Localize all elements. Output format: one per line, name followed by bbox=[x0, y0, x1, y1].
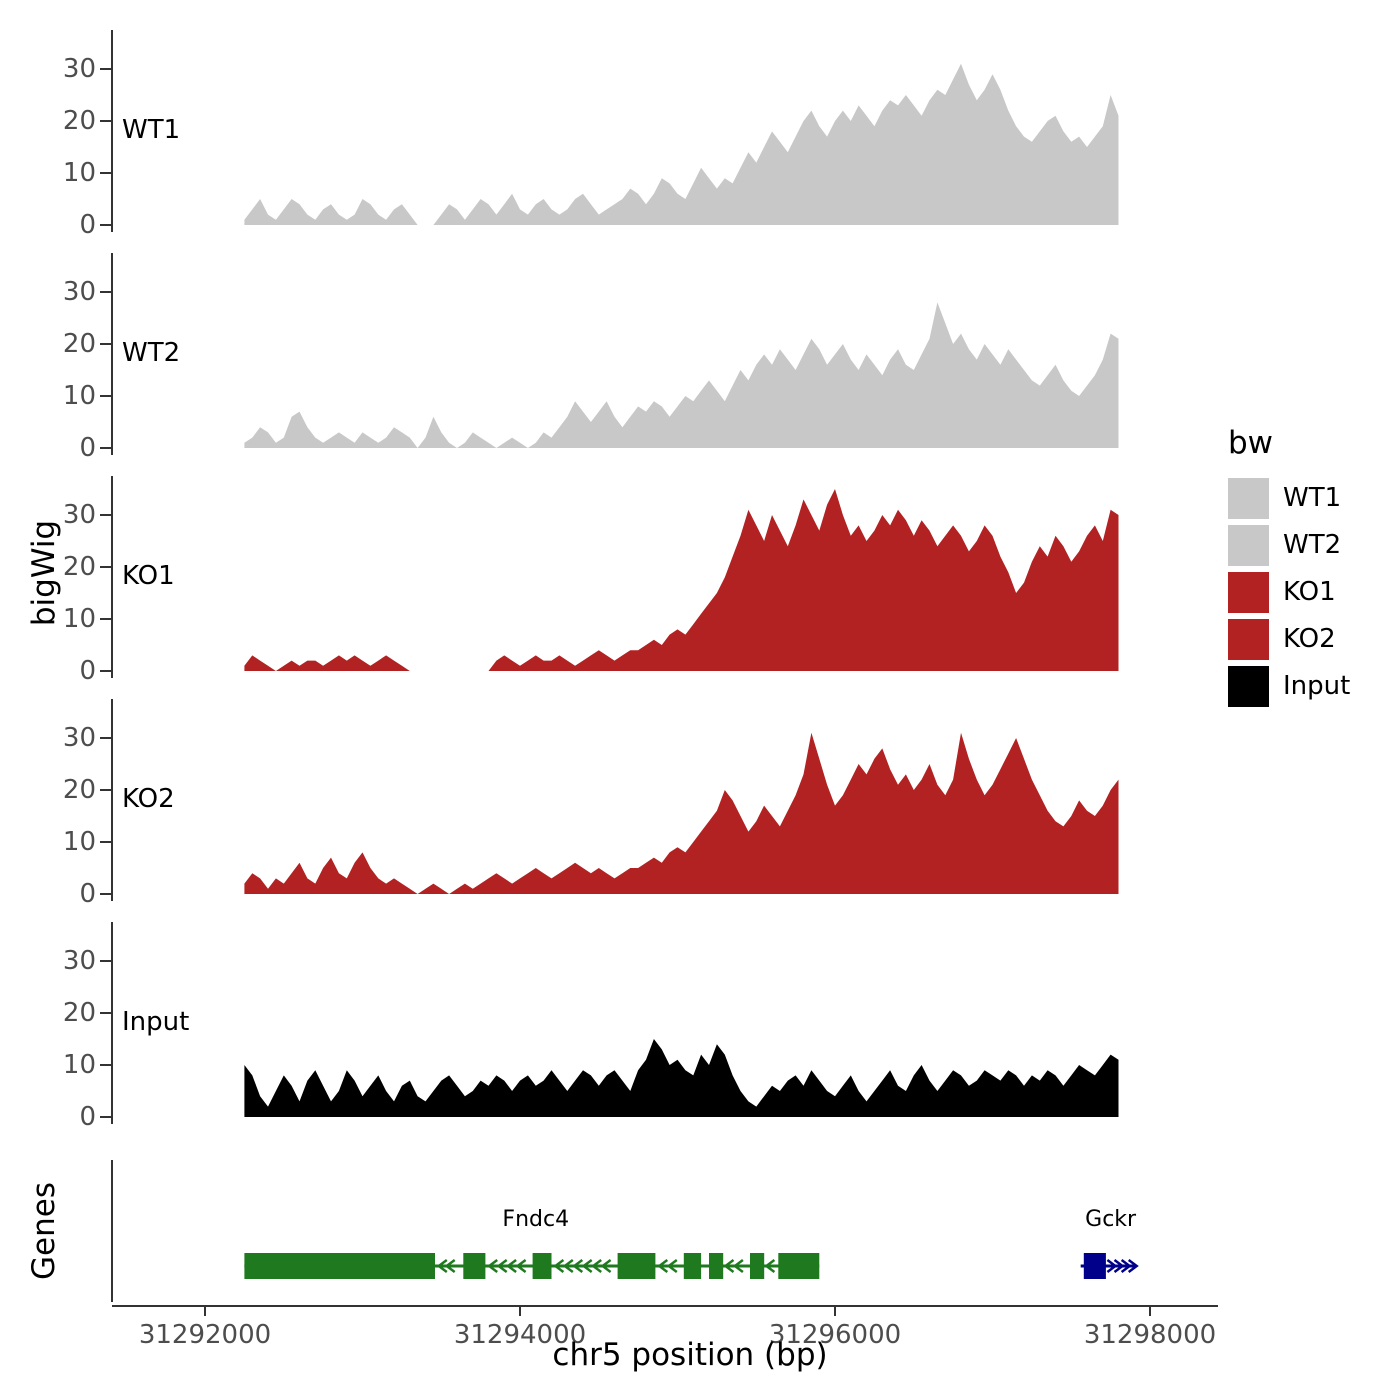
gene-exon-Fndc4 bbox=[683, 1253, 702, 1279]
strand-arrow-Fndc4 bbox=[591, 1259, 602, 1273]
legend-title: bw bbox=[1228, 425, 1274, 461]
y-axis-title: bigWig bbox=[26, 519, 62, 627]
strand-arrow-Fndc4 bbox=[581, 1259, 593, 1273]
strand-arrow-Fndc4 bbox=[600, 1259, 612, 1273]
strand-arrow-Gckr bbox=[1113, 1259, 1125, 1273]
strand-arrow-Fndc4 bbox=[515, 1259, 527, 1273]
gene-exon-Fndc4 bbox=[532, 1253, 552, 1279]
strand-arrow-Fndc4 bbox=[666, 1259, 678, 1273]
area-Input bbox=[244, 1039, 1119, 1117]
strand-arrow-Fndc4 bbox=[444, 1259, 456, 1273]
gene-exon-Gckr bbox=[1083, 1253, 1106, 1279]
gene-exon-Fndc4 bbox=[617, 1253, 656, 1279]
area-WT1 bbox=[244, 63, 1119, 225]
gene-exon-Fndc4 bbox=[750, 1253, 765, 1279]
strand-arrow-Fndc4 bbox=[723, 1259, 735, 1273]
strand-arrow-Fndc4 bbox=[562, 1259, 574, 1273]
gene-exon-Fndc4 bbox=[778, 1253, 820, 1279]
strand-arrow-Fndc4 bbox=[732, 1259, 744, 1273]
strand-arrow-Gckr bbox=[1106, 1259, 1118, 1273]
gene-exon-Fndc4 bbox=[244, 1253, 435, 1279]
strand-arrow-Fndc4 bbox=[496, 1259, 508, 1273]
strand-arrow-Fndc4 bbox=[553, 1259, 565, 1273]
gene-exon-Fndc4 bbox=[463, 1253, 486, 1279]
area-WT2 bbox=[244, 302, 1119, 448]
strand-arrow-Gckr bbox=[1127, 1259, 1139, 1273]
gene-exon-Fndc4 bbox=[709, 1253, 724, 1279]
strand-arrow-Gckr bbox=[1120, 1259, 1132, 1273]
strand-arrow-Fndc4 bbox=[764, 1259, 776, 1273]
x-axis-title: chr5 position (bp) bbox=[552, 1337, 828, 1373]
strand-arrow-Fndc4 bbox=[487, 1259, 498, 1273]
strand-arrow-Fndc4 bbox=[506, 1259, 517, 1273]
strand-arrow-Fndc4 bbox=[572, 1259, 584, 1273]
strand-arrow-Fndc4 bbox=[436, 1259, 448, 1273]
genes-axis-title: Genes bbox=[26, 1182, 62, 1280]
strand-arrow-Fndc4 bbox=[657, 1259, 669, 1273]
area-KO2 bbox=[244, 732, 1119, 894]
area-KO1 bbox=[244, 489, 1119, 671]
